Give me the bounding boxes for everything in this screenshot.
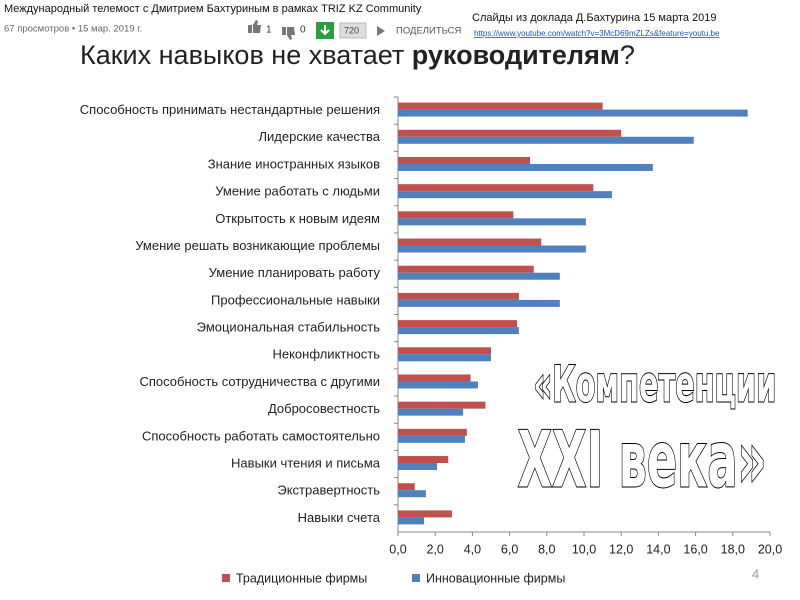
bar xyxy=(398,381,478,389)
quality-label: 720 xyxy=(344,25,359,35)
bar xyxy=(398,272,560,280)
bar xyxy=(398,299,560,307)
bar xyxy=(398,163,653,171)
bar xyxy=(398,354,491,362)
x-tick-label: 12,0 xyxy=(609,542,633,556)
y-tick-label: Навыки чтения и письма xyxy=(231,455,381,470)
source-note: Слайды из доклада Д.Бахтурина 15 марта 2… xyxy=(472,12,717,24)
x-tick-label: 20,0 xyxy=(758,542,782,556)
bar xyxy=(398,510,452,518)
bar xyxy=(398,374,471,382)
y-tick-label: Умение работать с людьми xyxy=(215,184,380,199)
y-tick-label: Эмоциональная стабильность xyxy=(197,320,381,335)
y-tick-label: Экстравертность xyxy=(277,483,380,498)
share-label[interactable]: ПОДЕЛИТЬСЯ xyxy=(396,26,462,37)
y-tick-label: Лидерские качества xyxy=(259,129,381,144)
y-tick-label: Профессиональные навыки xyxy=(211,292,380,307)
bar xyxy=(398,238,542,246)
title-part: руководителям xyxy=(412,40,620,70)
bar xyxy=(398,517,425,525)
plot: 0,0 2,0 4,0 6,0 8,0 10,0 12,0 14,0 16,0 18,0 20,0 С… xyxy=(80,96,782,585)
bar xyxy=(398,211,514,219)
video-meta: 67 просмотров • 15 мар. 2019 г. xyxy=(4,24,142,35)
x-tick-label: 4,0 xyxy=(464,542,481,556)
slide-title: Каких навыков не хватает руководителям? xyxy=(80,40,635,70)
dislike-count: 0 xyxy=(300,25,306,36)
y-tick-label: Добросовестность xyxy=(268,401,380,416)
bar xyxy=(398,109,748,117)
legend-label: Инновационные фирмы xyxy=(426,571,565,585)
bar xyxy=(398,327,519,335)
bar xyxy=(398,129,622,137)
bar xyxy=(398,156,531,164)
y-tick-label: Неконфликтность xyxy=(272,347,380,362)
bar xyxy=(398,265,534,273)
bar xyxy=(398,218,586,226)
title-part: ? xyxy=(620,40,635,70)
overlay-line: XXI века» xyxy=(518,414,767,505)
x-tick-label: 2,0 xyxy=(427,542,444,556)
like-count: 1 xyxy=(266,25,272,36)
bar xyxy=(398,456,449,464)
y-tick-label: Умение планировать работу xyxy=(209,265,381,280)
x-tick-label: 18,0 xyxy=(721,542,745,556)
y-tick-label: Способность сотрудничества с другими xyxy=(140,374,381,389)
x-tick-label: 6,0 xyxy=(501,542,518,556)
x-tick-label: 10,0 xyxy=(572,542,596,556)
page-number: 4 xyxy=(752,566,759,581)
like-icon[interactable] xyxy=(248,20,261,33)
bar xyxy=(398,435,465,443)
quality-button[interactable] xyxy=(339,22,367,39)
legend-label: Традиционные фирмы xyxy=(236,571,367,585)
bar xyxy=(398,490,426,498)
overlay-line: «Компетенции xyxy=(534,355,777,414)
bar xyxy=(398,320,518,328)
y-tick-label: Умение решать возникающие проблемы xyxy=(135,238,380,253)
download-icon xyxy=(320,25,330,36)
x-tick-label: 0,0 xyxy=(389,542,406,556)
x-tick-label: 16,0 xyxy=(683,542,707,556)
video-title: Международный телемост с Дмитрием Бахтур… xyxy=(4,3,422,15)
title-part: Каких навыков не хватает xyxy=(80,40,412,70)
bar xyxy=(398,245,586,253)
bar xyxy=(398,184,594,192)
bar xyxy=(398,191,612,199)
x-tick-label: 8,0 xyxy=(538,542,555,556)
y-tick-label: Открытость к новым идеям xyxy=(215,211,380,226)
y-tick-label: Способность работать самостоятельно xyxy=(142,428,380,443)
x-tick-label: 14,0 xyxy=(646,542,670,556)
bar xyxy=(398,401,486,409)
bar xyxy=(398,347,491,355)
legend-swatch xyxy=(412,574,420,582)
bar xyxy=(398,408,464,416)
bar xyxy=(398,136,694,144)
y-tick-label: Знание иностранных языков xyxy=(208,156,380,171)
y-tick-label: Способность принимать нестандартные реше… xyxy=(80,102,380,117)
share-icon[interactable] xyxy=(377,26,385,36)
bar xyxy=(398,428,467,436)
bar xyxy=(398,483,415,491)
bar xyxy=(398,463,438,471)
dislike-icon[interactable] xyxy=(282,27,295,40)
bar xyxy=(398,102,603,110)
source-link[interactable]: https://www.youtube.com/watch?v=3McD69mZ… xyxy=(474,29,720,38)
y-tick-label: Навыки счета xyxy=(298,510,381,525)
legend-swatch xyxy=(222,574,230,582)
bar xyxy=(398,292,519,300)
